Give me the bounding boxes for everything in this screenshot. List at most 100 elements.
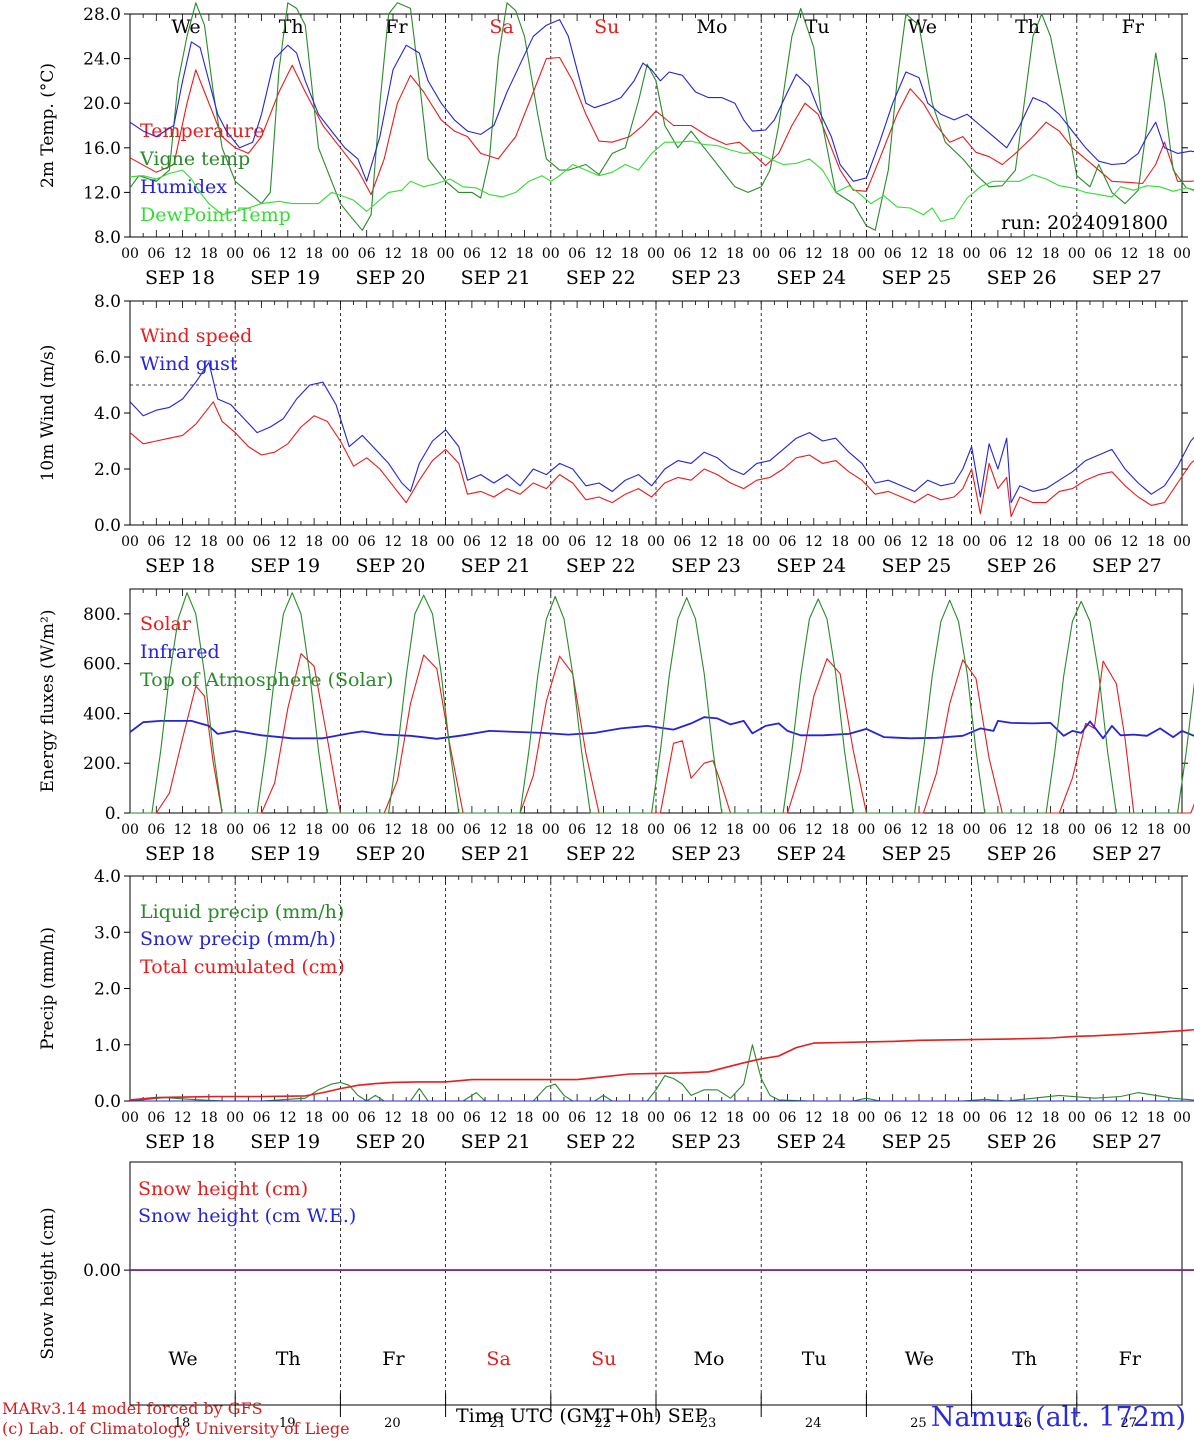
hour-label: 00 bbox=[647, 822, 665, 838]
weekday-label: Mo bbox=[697, 16, 728, 38]
legend-entry: Total cumulated (cm) bbox=[140, 956, 345, 978]
y-tick-label: 4.0 bbox=[94, 404, 121, 424]
y-tick-label: 600. bbox=[83, 655, 121, 675]
hour-label: 06 bbox=[884, 822, 902, 838]
hour-label: 06 bbox=[358, 246, 376, 262]
hour-label: 12 bbox=[1015, 822, 1033, 838]
hour-label: 06 bbox=[673, 822, 691, 838]
date-label: SEP 27 bbox=[1092, 267, 1162, 289]
hour-label: 18 bbox=[831, 1110, 849, 1126]
hour-label: 12 bbox=[805, 1110, 823, 1126]
date-label: SEP 20 bbox=[355, 267, 425, 289]
day-number-label: 18 bbox=[174, 1416, 191, 1431]
panel-5: 0.00 Snow height (cm) We 18 Th 19 Fr 20 Sa 21 Su 22… bbox=[38, 1161, 1194, 1431]
hour-label: 06 bbox=[147, 1110, 165, 1126]
hour-label: 06 bbox=[884, 534, 902, 550]
hour-label: 12 bbox=[384, 822, 402, 838]
weekday-label: Fr bbox=[1119, 1348, 1142, 1370]
date-label: SEP 18 bbox=[145, 267, 215, 289]
date-label: SEP 25 bbox=[881, 555, 951, 577]
hour-label: 06 bbox=[358, 534, 376, 550]
hour-label: 06 bbox=[358, 822, 376, 838]
date-label: SEP 18 bbox=[145, 555, 215, 577]
legend-entry: Wind gust bbox=[140, 353, 238, 375]
hour-label: 18 bbox=[1147, 246, 1165, 262]
hour-label: 00 bbox=[1173, 1110, 1191, 1126]
hour-label: 00 bbox=[226, 534, 244, 550]
day-number-label: 20 bbox=[384, 1416, 401, 1431]
hour-label: 00 bbox=[1173, 246, 1191, 262]
panel-1: 8.0 12.0 16.0 20.0 24.0 28.0 2m Temp. (°C) We Th… bbox=[38, 2, 1194, 289]
hour-label: 18 bbox=[936, 534, 954, 550]
hour-label: 12 bbox=[279, 246, 297, 262]
date-label: SEP 20 bbox=[355, 555, 425, 577]
hour-label: 12 bbox=[1120, 534, 1138, 550]
hour-label: 06 bbox=[147, 246, 165, 262]
y-tick-label: 0. bbox=[105, 804, 121, 824]
date-label: SEP 25 bbox=[881, 267, 951, 289]
hour-label: 06 bbox=[253, 1110, 271, 1126]
series-line bbox=[129, 1028, 1194, 1101]
hour-label: 06 bbox=[463, 246, 481, 262]
legend-entry: Vigne temp bbox=[139, 148, 250, 170]
hour-label: 06 bbox=[1094, 1110, 1112, 1126]
series-line bbox=[129, 140, 1194, 222]
weekday-label: Mo bbox=[694, 1348, 725, 1370]
date-label: SEP 26 bbox=[987, 267, 1057, 289]
hour-label: 12 bbox=[1015, 534, 1033, 550]
hour-label: 06 bbox=[989, 1110, 1007, 1126]
series-line bbox=[130, 653, 1194, 814]
hour-label: 06 bbox=[884, 246, 902, 262]
hour-label: 12 bbox=[489, 534, 507, 550]
y-tick-label: 0.0 bbox=[94, 516, 121, 536]
hour-label: 00 bbox=[331, 534, 349, 550]
hour-label: 12 bbox=[489, 1110, 507, 1126]
legend-entry: Top of Atmosphere (Solar) bbox=[140, 669, 393, 691]
weekday-label: Fr bbox=[1122, 16, 1145, 38]
date-label: SEP 20 bbox=[355, 1131, 425, 1153]
legend-entry: Liquid precip (mm/h) bbox=[140, 901, 344, 923]
hour-label: 06 bbox=[253, 822, 271, 838]
day-number-label: 26 bbox=[1015, 1416, 1032, 1431]
hour-label: 00 bbox=[542, 246, 560, 262]
hour-label: 06 bbox=[779, 534, 797, 550]
weekday-label: Th bbox=[276, 1348, 301, 1370]
y-axis-label: 2m Temp. (°C) bbox=[38, 63, 58, 188]
hour-label: 18 bbox=[621, 246, 639, 262]
y-tick-label: 800. bbox=[83, 605, 121, 625]
y-tick-label: 0.00 bbox=[83, 1261, 121, 1281]
hour-label: 12 bbox=[279, 1110, 297, 1126]
hour-label: 12 bbox=[910, 534, 928, 550]
day-number-label: 22 bbox=[595, 1416, 612, 1431]
hour-label: 06 bbox=[253, 534, 271, 550]
hour-label: 12 bbox=[700, 1110, 718, 1126]
date-label: SEP 23 bbox=[671, 555, 741, 577]
hour-label: 18 bbox=[726, 1110, 744, 1126]
hour-label: 12 bbox=[489, 822, 507, 838]
weekday-label: Fr bbox=[382, 1348, 405, 1370]
legend-entry: Snow precip (mm/h) bbox=[140, 928, 336, 950]
hour-label: 12 bbox=[1120, 822, 1138, 838]
y-axis-label: Precip (mm/h) bbox=[38, 927, 58, 1050]
hour-label: 18 bbox=[621, 1110, 639, 1126]
series-line bbox=[129, 56, 1194, 196]
hour-label: 00 bbox=[857, 246, 875, 262]
date-label: SEP 18 bbox=[145, 843, 215, 865]
hour-label: 18 bbox=[1147, 822, 1165, 838]
legend-entry: Solar bbox=[140, 613, 192, 635]
y-tick-label: 8.0 bbox=[94, 292, 121, 312]
hour-label: 06 bbox=[779, 246, 797, 262]
panel-2: 0.0 2.0 4.0 6.0 8.0 10m Wind (m/s) 00 06 12 18 SEP… bbox=[38, 292, 1194, 577]
run-label: run: 2024091800 bbox=[1001, 212, 1168, 234]
date-label: SEP 21 bbox=[461, 1131, 531, 1153]
date-label: SEP 23 bbox=[671, 843, 741, 865]
y-tick-label: 1.0 bbox=[94, 1036, 121, 1056]
y-tick-label: 3.0 bbox=[94, 923, 121, 943]
hour-label: 06 bbox=[884, 1110, 902, 1126]
hour-label: 00 bbox=[752, 246, 770, 262]
hour-label: 00 bbox=[857, 1110, 875, 1126]
hour-label: 00 bbox=[752, 534, 770, 550]
hour-label: 00 bbox=[542, 534, 560, 550]
hour-label: 18 bbox=[726, 246, 744, 262]
time-axis-title: Time UTC (GMT+0h) SEP bbox=[456, 1405, 708, 1427]
